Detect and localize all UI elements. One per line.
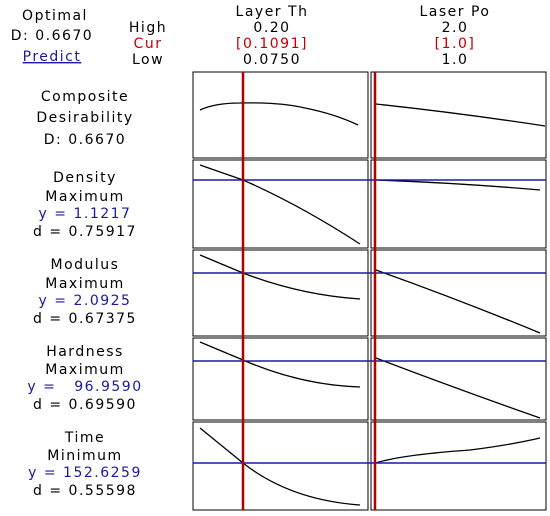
panel bbox=[370, 249, 547, 337]
curves bbox=[199, 102, 546, 506]
panel bbox=[192, 249, 369, 337]
response-goal: Minimum bbox=[47, 448, 122, 464]
factor-low: 1.0 bbox=[442, 52, 469, 68]
desirability-curve bbox=[199, 102, 359, 126]
row-label: Cur bbox=[134, 36, 163, 52]
panel bbox=[370, 159, 547, 249]
response-curve bbox=[199, 164, 361, 245]
response-d: d = 0.69590 bbox=[33, 397, 137, 413]
factor-name: Layer Th bbox=[236, 4, 309, 20]
d-label: D: 0.6670 bbox=[11, 28, 93, 44]
response-d: d = 0.67375 bbox=[33, 311, 137, 327]
panel bbox=[370, 71, 547, 159]
response-name: Density bbox=[53, 170, 117, 186]
response-y: y = 2.0925 bbox=[39, 293, 132, 309]
response-curve bbox=[375, 357, 541, 419]
response-y: y = 96.9590 bbox=[27, 379, 142, 395]
desirability-curve bbox=[375, 103, 546, 127]
optimal-label: Optimal bbox=[22, 8, 88, 24]
response-curve bbox=[199, 427, 361, 506]
factor-high: 2.0 bbox=[442, 20, 469, 36]
panel bbox=[192, 337, 369, 421]
factor-low: 0.0750 bbox=[243, 52, 301, 68]
response-goal: Maximum bbox=[45, 276, 124, 292]
response-name: Hardness bbox=[46, 344, 124, 360]
response-curve bbox=[199, 254, 361, 300]
response-y: y = 152.6259 bbox=[28, 465, 142, 481]
factor-high: 0.20 bbox=[253, 20, 290, 36]
response-d: d = 0.75917 bbox=[33, 224, 137, 240]
composite-label: Desirability bbox=[36, 110, 133, 126]
response-curve bbox=[375, 179, 541, 191]
response-curve bbox=[375, 269, 541, 334]
response-goal: Maximum bbox=[45, 189, 124, 205]
response-name: Time bbox=[64, 430, 105, 446]
row-label: Low bbox=[132, 52, 164, 68]
panel bbox=[192, 421, 369, 511]
panel bbox=[192, 71, 369, 159]
response-curve bbox=[199, 341, 361, 388]
predict-link[interactable]: Predict bbox=[23, 49, 82, 65]
response-d: d = 0.55598 bbox=[33, 483, 137, 499]
response-curve bbox=[375, 437, 541, 464]
response-goal: Maximum bbox=[45, 362, 124, 378]
panel bbox=[370, 421, 547, 511]
panel bbox=[370, 337, 547, 421]
response-y: y = 1.1217 bbox=[39, 206, 132, 222]
composite-label: D: 0.6670 bbox=[44, 132, 126, 148]
factor-cur: [1.0] bbox=[435, 36, 476, 52]
response-name: Modulus bbox=[51, 257, 120, 273]
factor-cur: [0.1091] bbox=[236, 36, 308, 52]
factor-name: Laser Po bbox=[419, 4, 490, 20]
response-labels: Density Maximum y = 1.1217 d = 0.75917 M… bbox=[27, 170, 142, 499]
panel bbox=[192, 159, 369, 249]
panels bbox=[192, 71, 547, 511]
row-label: High bbox=[129, 20, 167, 36]
composite-label: Composite bbox=[41, 89, 129, 105]
